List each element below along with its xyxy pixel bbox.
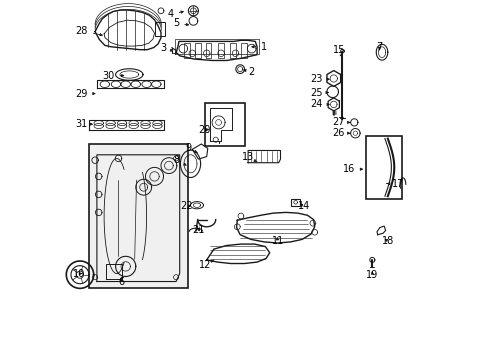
Text: 10: 10: [73, 269, 85, 279]
Bar: [205, 43, 211, 58]
Text: 3: 3: [160, 42, 172, 53]
Text: 6: 6: [118, 276, 124, 287]
Text: 14: 14: [298, 201, 310, 211]
Text: 16: 16: [342, 164, 362, 174]
Text: 21: 21: [192, 225, 204, 235]
Text: 25: 25: [309, 87, 328, 98]
Text: 29: 29: [76, 89, 95, 99]
Text: 30: 30: [102, 71, 123, 81]
Text: 19: 19: [366, 270, 378, 280]
Bar: [241, 43, 246, 58]
Text: 1: 1: [251, 42, 267, 52]
Text: 20: 20: [198, 125, 210, 135]
Bar: [204, 103, 244, 146]
Text: 15: 15: [332, 45, 345, 58]
Bar: [183, 43, 189, 58]
Text: 7: 7: [376, 42, 382, 52]
Text: 5: 5: [173, 18, 188, 28]
Text: 12: 12: [198, 260, 213, 270]
Bar: [230, 43, 235, 58]
Text: 24: 24: [310, 99, 328, 109]
Bar: [89, 144, 187, 288]
Bar: [218, 43, 224, 58]
Text: 31: 31: [76, 119, 92, 129]
Text: 13: 13: [242, 152, 257, 162]
Text: 23: 23: [310, 74, 328, 84]
Bar: [155, 22, 165, 36]
Text: 28: 28: [76, 26, 102, 36]
Text: 26: 26: [332, 128, 350, 138]
Bar: [291, 199, 300, 206]
Text: 11: 11: [271, 236, 283, 246]
Text: 17: 17: [386, 179, 404, 189]
Text: 18: 18: [382, 236, 394, 246]
Text: 8: 8: [173, 155, 186, 165]
Text: 22: 22: [180, 201, 192, 211]
Bar: [366, 136, 401, 199]
Bar: [194, 43, 200, 58]
Text: 9: 9: [185, 143, 197, 153]
Text: 4: 4: [167, 9, 183, 19]
Text: 2: 2: [243, 67, 254, 77]
Text: 27: 27: [332, 117, 350, 127]
